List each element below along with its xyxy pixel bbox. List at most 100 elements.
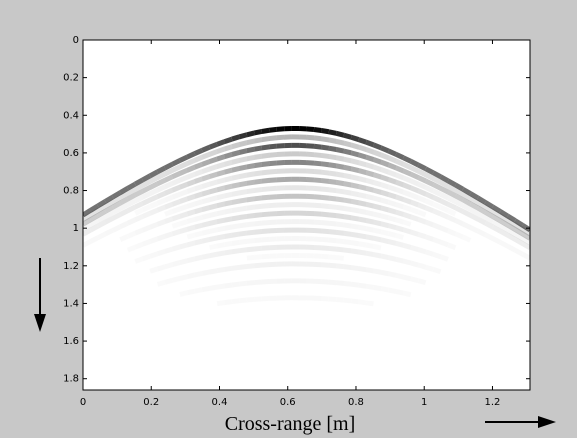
reflection-band bbox=[178, 167, 189, 176]
reflection-band bbox=[343, 164, 352, 172]
reflection-band bbox=[417, 202, 427, 211]
reflection-band bbox=[454, 182, 465, 192]
reflection-band bbox=[321, 186, 330, 193]
reflection-band bbox=[148, 175, 159, 184]
reflection-band bbox=[409, 159, 420, 168]
reflection-band bbox=[111, 195, 122, 205]
reflection-band bbox=[186, 224, 196, 232]
reflection-band bbox=[476, 195, 487, 205]
reflection-band bbox=[350, 142, 360, 150]
reflection-band bbox=[424, 191, 435, 200]
reflection-band bbox=[328, 245, 337, 252]
reflection-band bbox=[96, 209, 107, 218]
reflection-band bbox=[380, 145, 390, 154]
reflection-band bbox=[126, 181, 137, 191]
reflection-band bbox=[164, 231, 174, 239]
reflection-band bbox=[365, 139, 375, 148]
reflection-band bbox=[141, 179, 152, 188]
reflection-band bbox=[83, 208, 92, 218]
reflection-band bbox=[141, 173, 152, 183]
reflection-band bbox=[328, 153, 337, 161]
reflection-band bbox=[396, 275, 403, 277]
reflection-band bbox=[396, 204, 403, 206]
reflection-band bbox=[231, 206, 240, 214]
reflection-band bbox=[254, 212, 263, 218]
reflection-band bbox=[239, 264, 248, 270]
reflection-band bbox=[306, 143, 315, 149]
reflection-band bbox=[208, 171, 218, 179]
reflection-band bbox=[96, 220, 107, 229]
reflection-band bbox=[239, 283, 246, 284]
reflection-band bbox=[171, 244, 181, 252]
reflection-band bbox=[276, 126, 285, 132]
reflection-band bbox=[239, 197, 248, 204]
reflection-band bbox=[335, 204, 345, 211]
reflection-band bbox=[186, 171, 196, 180]
reflection-band bbox=[372, 180, 382, 188]
x-tick-label: 0.4 bbox=[212, 397, 228, 408]
reflection-band bbox=[461, 187, 472, 196]
reflection-band bbox=[500, 242, 507, 246]
reflection-band bbox=[476, 200, 487, 210]
reflection-band bbox=[365, 170, 375, 178]
reflection-band bbox=[350, 207, 360, 214]
reflection-band bbox=[143, 227, 150, 230]
reflection-band bbox=[135, 259, 142, 262]
reflection-band bbox=[498, 223, 509, 233]
reflection-band bbox=[454, 193, 465, 203]
reflection-band bbox=[187, 275, 194, 277]
reflection-band bbox=[417, 231, 427, 240]
reflection-band bbox=[224, 216, 233, 223]
reflection-band bbox=[328, 229, 337, 235]
reflection-band bbox=[335, 155, 345, 162]
reflection-band bbox=[216, 193, 226, 201]
reflection-band bbox=[366, 286, 373, 287]
reflection-band bbox=[141, 197, 152, 206]
reflection-band bbox=[156, 171, 167, 180]
reflection-band bbox=[446, 178, 457, 188]
reflection-band bbox=[365, 193, 375, 201]
reflection-band bbox=[209, 235, 218, 242]
reflection-band bbox=[238, 140, 248, 148]
reflection-band bbox=[186, 194, 196, 202]
reflection-band bbox=[329, 299, 336, 300]
reflection-band bbox=[210, 246, 217, 247]
reflection-band bbox=[231, 174, 240, 181]
reflection-band bbox=[396, 220, 403, 222]
reflection-band bbox=[209, 195, 218, 203]
reflection-band bbox=[313, 152, 322, 158]
reflection-band bbox=[216, 209, 226, 217]
reflection-band bbox=[417, 175, 427, 184]
reflection-band bbox=[350, 182, 360, 190]
reflection-band bbox=[358, 266, 367, 273]
reflection-band bbox=[335, 188, 345, 195]
reflection-band bbox=[469, 196, 480, 205]
reflection-band bbox=[402, 175, 412, 184]
reflection-band bbox=[343, 132, 352, 140]
reflection-band bbox=[156, 165, 167, 175]
reflection-band bbox=[372, 164, 382, 172]
reflection-band bbox=[186, 179, 196, 187]
reflection-band bbox=[388, 202, 395, 204]
reflection-band bbox=[409, 185, 420, 194]
reflection-band bbox=[313, 177, 322, 184]
reflection-band bbox=[179, 196, 189, 204]
reflection-band bbox=[254, 228, 263, 235]
reflection-band bbox=[350, 150, 360, 158]
y-tick-label: 0 bbox=[73, 35, 79, 46]
reflection-band bbox=[402, 197, 412, 205]
reflection-band bbox=[359, 244, 366, 245]
reflection-band bbox=[411, 209, 418, 212]
reflection-band bbox=[387, 155, 397, 164]
axes-box bbox=[82, 39, 531, 391]
reflection-band bbox=[343, 264, 352, 271]
reflection-band bbox=[358, 200, 367, 207]
reflection-band bbox=[247, 299, 254, 300]
reflection-band bbox=[336, 241, 343, 242]
reflection-band bbox=[381, 272, 388, 273]
reflection-band bbox=[343, 197, 352, 204]
reflection-band bbox=[358, 192, 367, 199]
reflection-band bbox=[513, 218, 524, 228]
reflection-band bbox=[128, 247, 135, 250]
reflection-band bbox=[351, 284, 358, 285]
